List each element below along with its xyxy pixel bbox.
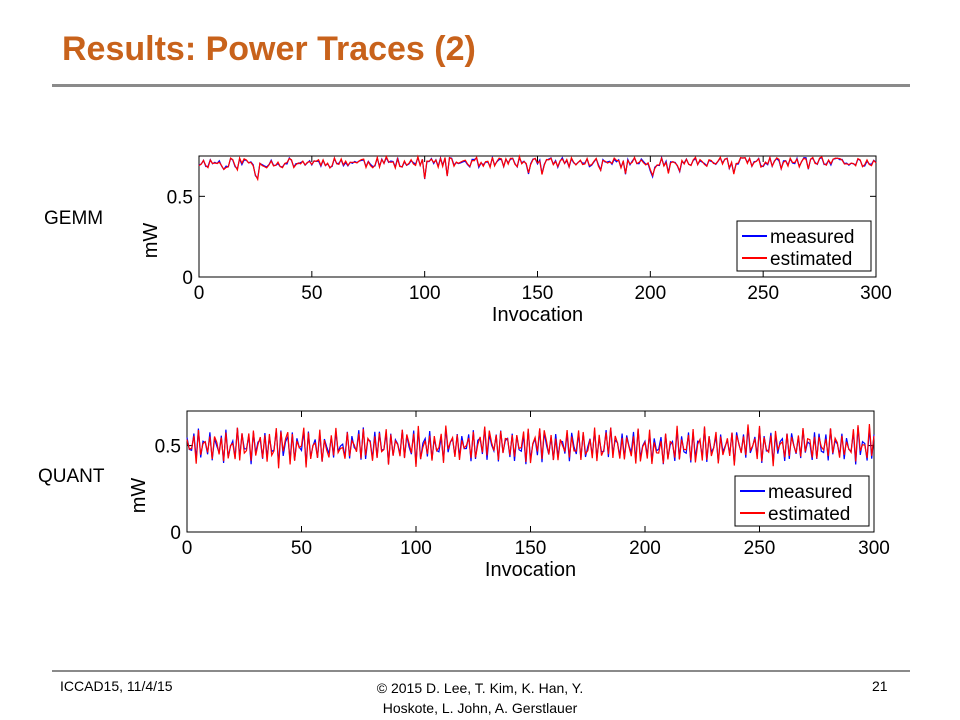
y-axis-label: mW [128, 478, 150, 514]
x-tick-label: 200 [634, 283, 666, 304]
footer-copyright: © 2015 D. Lee, T. Kim, K. Han, Y. Hoskot… [330, 678, 630, 718]
slide-title: Results: Power Traces (2) [62, 30, 476, 68]
x-tick-label: 300 [858, 538, 890, 559]
y-tick-label: 0.5 [167, 187, 193, 208]
x-tick-label: 50 [301, 283, 322, 304]
x-axis-label: Invocation [485, 559, 576, 581]
legend-label-estimated: estimated [770, 249, 852, 270]
series-line-estimated [186, 423, 875, 469]
x-tick-label: 150 [522, 283, 554, 304]
x-tick-label: 300 [860, 283, 892, 304]
quant-row-label: QUANT [38, 466, 105, 487]
x-tick-label: 100 [400, 538, 432, 559]
x-tick-label: 100 [409, 283, 441, 304]
quant-power-chart: 0 50 100 150 200 250 300 0 0.5 Invocation mW measur… [128, 410, 890, 581]
series-line-estimated [198, 154, 877, 182]
title-divider [52, 84, 910, 87]
x-tick-label: 200 [629, 538, 661, 559]
legend-label-estimated: estimated [768, 504, 850, 525]
legend-box [734, 475, 870, 527]
y-tick-label: 0 [182, 268, 193, 289]
footer-divider [52, 670, 910, 672]
legend-label-measured: measured [768, 482, 853, 503]
x-tick-label: 0 [194, 283, 205, 304]
legend-box [736, 220, 872, 272]
y-tick-label: 0 [170, 523, 181, 544]
y-axis-label: mW [140, 223, 162, 259]
x-axis-label: Invocation [492, 304, 583, 326]
x-tick-label: 0 [182, 538, 193, 559]
footer-venue-date: ICCAD15, 11/4/15 [60, 678, 173, 694]
x-tick-label: 250 [744, 538, 776, 559]
gemm-power-chart: 0 50 100 150 200 250 300 0 0.5 Invocation mW measur… [140, 154, 892, 326]
footer-copyright-line1: © 2015 D. Lee, T. Kim, K. Han, Y. [376, 680, 584, 696]
x-tick-label: 250 [747, 283, 779, 304]
y-tick-label: 0.5 [155, 437, 181, 458]
x-tick-label: 50 [291, 538, 312, 559]
x-tick-label: 150 [515, 538, 547, 559]
gemm-row-label: GEMM [44, 208, 104, 229]
legend-label-measured: measured [770, 227, 855, 248]
footer-page-number: 21 [872, 678, 888, 694]
footer-copyright-line2: Hoskote, L. John, A. Gerstlauer [382, 700, 578, 716]
